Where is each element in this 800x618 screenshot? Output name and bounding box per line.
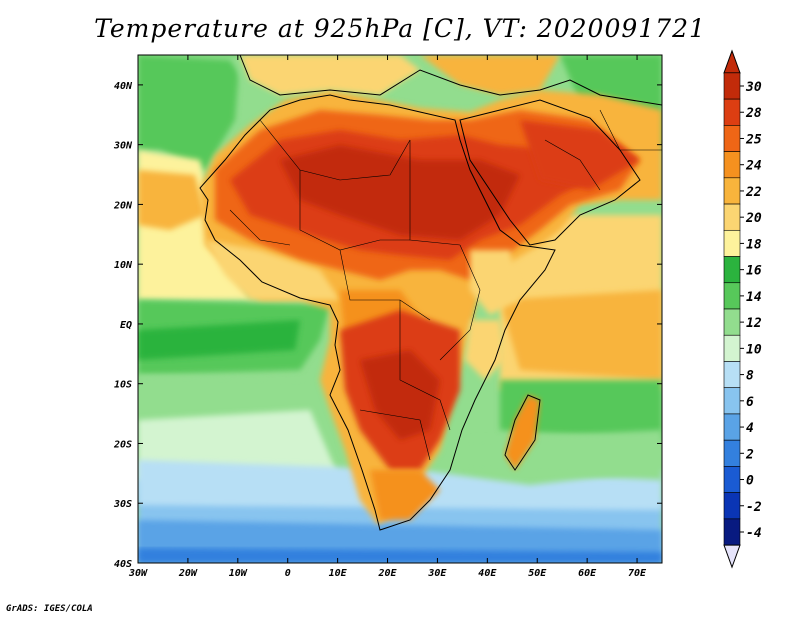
colorbar-label: 22 [745,185,762,200]
iberia-mediterranean [240,55,420,95]
colorbar-label: 14 [746,290,762,305]
border-north-africa [259,119,411,181]
colorbar-swatch [723,492,741,520]
eastern-mediterranean [420,55,560,95]
madagascar [505,395,540,470]
latitude-ticks: 40N 30N 20N 10N EQ 10S 20S 30S 40S [113,81,662,570]
border-middle-east [599,109,662,151]
colorbar-label: -4 [746,526,762,541]
southern-africa-hottest [360,350,440,440]
colorbar-label: 18 [746,237,762,252]
arabia-hot [520,120,640,190]
country-borders [229,109,662,461]
colorbar-swatch [723,361,741,389]
lat-tick-label: 10S [114,380,132,391]
lon-tick-label: 20E [377,568,397,579]
border-arabia [544,139,601,191]
colorbar-swatch [723,203,741,231]
colorbar-label: 16 [746,264,762,279]
colorbar-label: 0 [746,474,754,489]
colorbar-label: 8 [746,369,754,384]
colorbar-arrow-bottom [723,544,741,569]
colorbar-label: 4 [746,421,754,436]
colorbar-label: 24 [745,159,762,174]
south-indian-ocean [500,380,662,440]
lon-tick-label: 70E [628,568,647,579]
colorbar-label: 25 [745,132,762,147]
colorbar-swatch [723,72,741,100]
border-southern-central [399,300,451,431]
east-africa-highlands [465,320,505,380]
lon-tick-label: 20W [178,568,198,579]
border-central-africa [339,249,431,321]
border-east-africa [439,244,481,361]
equatorial-atlantic [138,320,300,360]
colorbar-label: 20 [745,211,762,226]
lon-tick-label: 10W [229,568,248,579]
lat-tick-label: 20N [113,200,133,211]
lon-tick-label: 0 [285,568,291,579]
colorbar-swatch [723,125,741,152]
lat-tick-label: 10N [114,260,133,271]
indian-ocean-central [500,290,662,380]
map-title: Temperature at 925hPa [C], VT: 202009172… [94,14,706,43]
temperature-field [138,55,662,563]
colorbar-swatch [723,177,741,205]
africa-coastline [199,94,556,531]
madagascar-coastline [504,394,541,471]
colorbar-swatch [723,466,741,493]
colorbar-swatch [723,98,741,126]
lon-tick-label: 10E [329,568,348,579]
border-west-africa [229,209,291,246]
colorbar-label: 12 [746,316,762,331]
lon-tick-label: 60E [578,568,597,579]
colorbar-label: -2 [746,500,762,515]
grads-credit: GrADS: IGES/COLA [6,604,93,614]
colorbar-label: 6 [746,395,754,410]
canary-warm-water [138,170,205,230]
southern-ocean-coldest [138,548,662,563]
arabia-coastline [459,99,641,246]
border-sudan [409,140,461,246]
colorbar-label: 28 [745,106,762,121]
lon-tick-label: 50E [528,568,547,579]
colorbar-swatch [723,151,741,179]
lat-tick-label: 40N [114,81,133,92]
sahara-hottest [280,145,520,240]
colorbar-swatch [723,413,741,441]
colorbar-swatch [723,334,741,362]
longitude-ticks: 30W 20W 10W 0 10E 20E 30E 40E 50E 60E 70E [128,55,647,579]
ethiopian-highlands [470,250,520,315]
colorbar-swatch [723,308,741,336]
colorbar-label: 2 [745,447,754,462]
lat-tick-label: EQ [120,320,132,331]
lon-tick-label: 40E [478,568,497,579]
plot-frame [137,54,663,564]
lat-tick-label: 40S [114,559,132,570]
lat-tick-label: 30N [113,141,133,152]
colorbar-swatch [723,229,741,257]
coastlines [199,55,662,531]
colorbar-label: 10 [746,342,762,357]
colorbar-swatch [723,256,741,284]
lat-tick-label: 30S [113,499,132,510]
colorbar-swatch [723,387,741,415]
border-southern-africa [359,409,431,461]
lon-tick-label: 30W [128,568,148,579]
colorbar-swatch [723,518,741,546]
colorbar-swatch [723,282,741,310]
mediterranean-coast [239,55,662,106]
lat-tick-label: 20S [113,439,132,450]
colorbar-swatch [723,439,741,467]
colorbar-label: 30 [745,80,762,95]
colorbar-arrow-top [723,49,741,74]
lon-tick-label: 30E [427,568,447,579]
north-atlantic-cool [138,55,240,170]
west-africa-coast [205,240,340,300]
